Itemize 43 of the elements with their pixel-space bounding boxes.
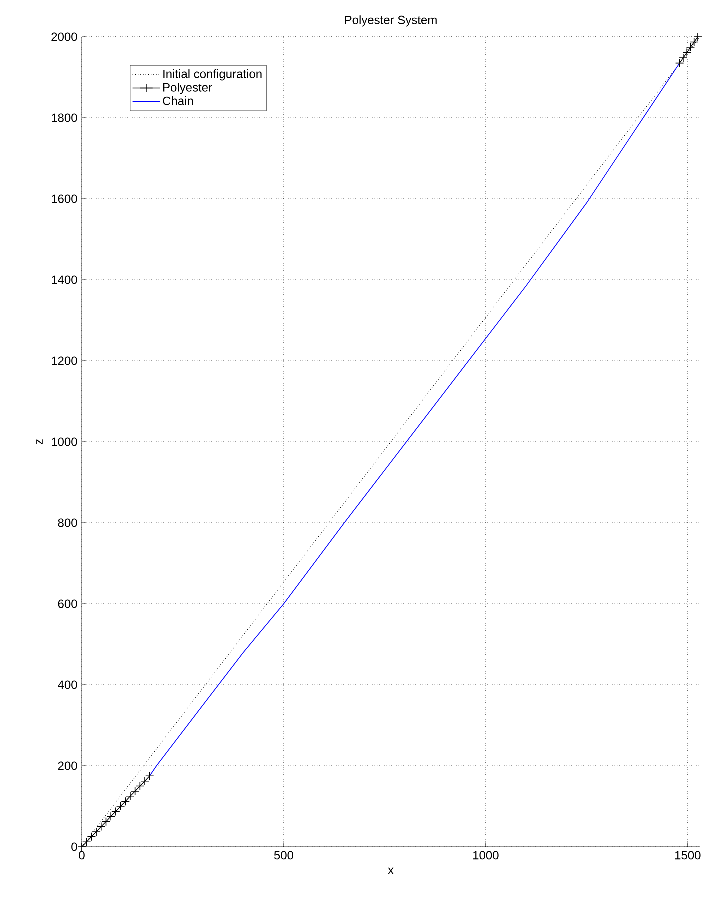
y-tick-label: 800 [58,518,78,528]
point [145,772,154,781]
y-tick-label: 1400 [52,276,78,284]
y-tick-label: 200 [58,762,78,770]
point [694,32,702,42]
point [116,802,126,811]
point [679,54,688,62]
point [140,776,150,786]
point [82,838,92,847]
line-series [149,62,680,777]
y-tick-label: 400 [58,680,78,690]
y-tick-label: 600 [58,600,78,608]
point [112,807,120,816]
y-axis-title: z [36,440,43,445]
chart-title: Polyester System [345,16,437,27]
legend-label: Chain [163,96,194,106]
x-axis-title: x [388,868,394,874]
y-tick-label: 1200 [52,356,78,366]
x-tick-label: 1000 [473,851,499,860]
y-tick-label: 1600 [52,194,78,204]
point [136,782,145,791]
point [682,48,692,58]
y-tick-label: 2000 [52,32,78,42]
legend-label: Polyester [164,83,212,94]
legend-label: Initial configuration [164,70,262,81]
point [106,812,116,822]
point [102,817,111,826]
y-tick-label: 0 [72,842,78,852]
point [92,828,101,836]
point [87,832,96,842]
point [130,787,140,796]
y-tick-label: 1800 [52,114,78,122]
x-tick-label: 1500 [675,851,701,860]
point [686,43,696,52]
point [675,58,684,68]
point [126,792,135,801]
point [121,797,130,806]
x-tick-label: 0 [79,851,85,860]
x-tick-label: 500 [274,851,294,860]
y-tick-label: 1000 [52,438,78,446]
point [690,38,699,47]
point [96,822,106,832]
point [78,842,86,852]
